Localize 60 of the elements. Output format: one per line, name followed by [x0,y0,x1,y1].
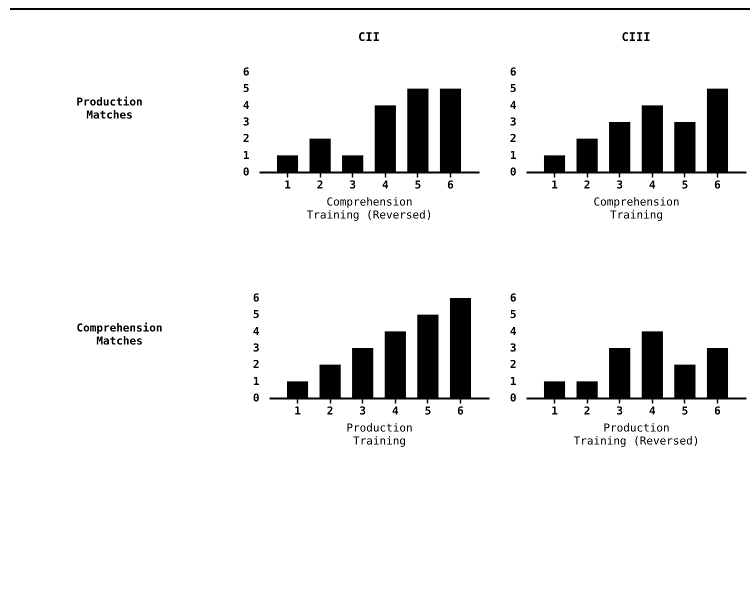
x-tick-label: 6 [457,404,464,418]
x-tick-label: 4 [392,404,399,418]
y-tick-label: 3 [242,116,250,128]
y-tick-label: 6 [252,292,260,304]
y-tick-label: 4 [510,324,517,338]
y-tick-label: 1 [510,374,517,388]
y-tick-label: 1 [510,148,517,162]
y-tick-label: 5 [510,308,516,322]
y-tick-label: 0 [510,392,516,404]
x-tick-label: 4 [648,178,656,192]
x-tick-label: 5 [682,178,688,192]
y-tick-label: 6 [510,292,517,304]
x-tick-label: 3 [359,404,366,418]
y-tick-label: 0 [510,166,516,178]
chart-title: CIII [622,30,650,44]
x-axis-title: Comprehension Training (Reversed) [306,196,432,222]
x-axis-title: Comprehension Training [593,196,680,222]
y-axis-title: Production Matches [76,96,143,122]
y-tick-label: 4 [242,98,250,112]
x-tick-label: 6 [714,178,722,192]
y-tick-label: 1 [252,374,260,388]
x-axis-title: Production Training (Reversed) [574,422,700,448]
x-axis-title: Production Training [346,422,413,448]
y-tick-label: 3 [252,342,260,354]
x-tick-label: 2 [326,404,334,418]
x-tick-label: 6 [714,404,722,418]
x-tick-label: 4 [648,404,656,418]
x-tick-label: 6 [447,178,454,192]
y-tick-label: 5 [510,82,516,96]
x-tick-label: 2 [584,404,590,418]
y-axis-title: Comprehension Matches [76,322,163,348]
y-tick-label: 0 [242,166,250,178]
x-tick-label: 3 [616,404,624,418]
x-tick-label: 5 [682,404,688,418]
y-tick-label: 4 [510,98,517,112]
y-tick-label: 0 [252,392,260,404]
chart-title: CII [358,30,380,44]
x-tick-label: 2 [584,178,590,192]
y-tick-label: 3 [510,116,516,128]
x-tick-label: 3 [349,178,356,192]
y-tick-label: 2 [242,132,250,146]
y-tick-label: 6 [510,66,517,78]
y-tick-label: 4 [252,324,260,338]
x-tick-label: 3 [616,178,624,192]
x-tick-label: 1 [551,178,558,192]
y-tick-label: 2 [510,358,516,372]
y-tick-label: 6 [242,66,250,78]
y-tick-label: 5 [242,82,250,96]
x-tick-label: 1 [284,178,292,192]
x-tick-label: 2 [316,178,324,192]
y-tick-label: 5 [252,308,260,322]
x-tick-label: 1 [294,404,302,418]
y-tick-label: 3 [510,342,516,354]
x-tick-label: 5 [424,404,432,418]
y-tick-label: 2 [252,358,260,372]
x-tick-label: 5 [414,178,422,192]
y-tick-label: 2 [510,132,516,146]
y-tick-label: 1 [242,148,250,162]
x-tick-label: 1 [551,404,558,418]
x-tick-label: 4 [382,178,389,192]
